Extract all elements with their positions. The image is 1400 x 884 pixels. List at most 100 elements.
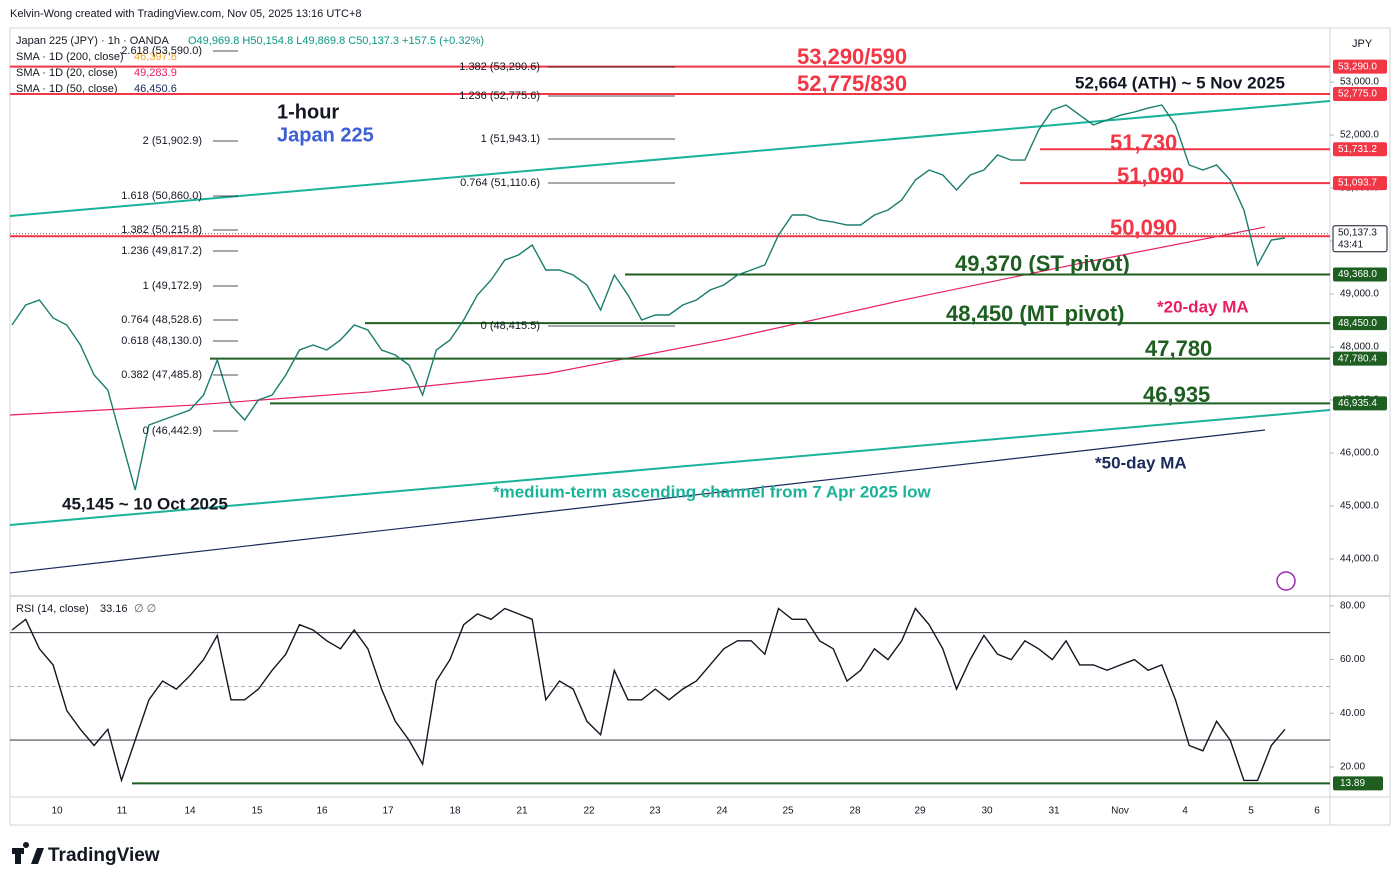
rsi-low-box bbox=[1333, 776, 1383, 791]
annotation: 1-hour bbox=[277, 101, 339, 123]
y-tick-label: 52,000.0 bbox=[1340, 130, 1379, 141]
y-tick-label: 49,000.0 bbox=[1340, 289, 1379, 300]
level-box bbox=[1333, 59, 1387, 74]
indicator-label: SMA · 1D (200, close) bbox=[16, 51, 124, 63]
x-tick-label: Nov bbox=[1111, 806, 1129, 817]
annotation: 52,775/830 bbox=[797, 71, 907, 96]
level-box bbox=[1333, 86, 1387, 101]
y-tick-label: 46,000.0 bbox=[1340, 448, 1379, 459]
level-box bbox=[1333, 267, 1387, 282]
alert-icon[interactable] bbox=[1276, 571, 1296, 591]
fib-label: 1.236 (49,817.2) bbox=[121, 245, 202, 257]
fib-label: 2.618 (53,590.0) bbox=[121, 45, 202, 57]
x-tick-label: 5 bbox=[1248, 806, 1254, 817]
current-price-label: 50,137.3 bbox=[1338, 227, 1377, 238]
x-tick-label: 30 bbox=[981, 806, 993, 817]
level-label: 49,368.0 bbox=[1338, 269, 1377, 280]
fib-label: 1.382 (53,290.6) bbox=[459, 61, 540, 73]
level-box bbox=[1333, 142, 1387, 157]
annotation: 47,780 bbox=[1145, 336, 1212, 361]
y-tick-label: 45,000.0 bbox=[1340, 501, 1379, 512]
indicator-value: 46,450.6 bbox=[134, 83, 177, 95]
y-tick-label: 20.00 bbox=[1340, 762, 1365, 773]
annotation: Japan 225 bbox=[277, 124, 374, 146]
annotation: 46,935 bbox=[1143, 382, 1210, 407]
fib-label: 1.236 (52,775.6) bbox=[459, 90, 540, 102]
fib-label: 1.382 (50,215.8) bbox=[121, 224, 202, 236]
fib-label: 0.382 (47,485.8) bbox=[121, 369, 202, 381]
annotation: 45,145 ~ 10 Oct 2025 bbox=[62, 494, 228, 513]
y-tick-label: 53,000.0 bbox=[1340, 77, 1379, 88]
indicator-label: SMA · 1D (50, close) bbox=[16, 83, 117, 95]
brand: TradingView bbox=[48, 845, 160, 866]
y-tick-label: 80.00 bbox=[1340, 600, 1365, 611]
level-box bbox=[1333, 351, 1387, 366]
x-tick-label: 6 bbox=[1314, 806, 1320, 817]
frame bbox=[9, 27, 1391, 826]
annotation: 51,730 bbox=[1110, 130, 1177, 155]
y-tick-label: 60.00 bbox=[1340, 654, 1365, 665]
fib-label: 0.764 (48,528.6) bbox=[121, 314, 202, 326]
annotation: *medium-term ascending channel from 7 Ap… bbox=[493, 482, 931, 501]
fib-label: 1 (51,943.1) bbox=[481, 133, 540, 145]
current-price-box bbox=[1332, 225, 1388, 253]
x-tick-label: 18 bbox=[449, 806, 461, 817]
brand-logo bbox=[12, 842, 44, 864]
annotation: 48,450 (MT pivot) bbox=[946, 301, 1124, 326]
credit: Kelvin-Wong created with TradingView.com… bbox=[10, 8, 361, 20]
level-label: 48,450.0 bbox=[1338, 318, 1377, 329]
y-tick-label: 40.00 bbox=[1340, 708, 1365, 719]
annotation: 51,090 bbox=[1117, 163, 1184, 188]
x-tick-label: 10 bbox=[51, 806, 63, 817]
fib-label: 1 (49,172.9) bbox=[143, 280, 202, 292]
level-label: 51,093.7 bbox=[1338, 178, 1377, 189]
x-tick-label: 24 bbox=[716, 806, 728, 817]
rsi-last: 33.16 bbox=[100, 603, 128, 615]
fib-label: 0.764 (51,110.6) bbox=[460, 177, 540, 189]
rsi-title: RSI (14, close) bbox=[16, 603, 89, 615]
rsi-low-label: 13.89 bbox=[1340, 778, 1365, 789]
fib-label: 1.618 (50,860.0) bbox=[121, 190, 202, 202]
y-tick-label: 48,000.0 bbox=[1340, 342, 1379, 353]
x-tick-label: 21 bbox=[516, 806, 528, 817]
x-tick-label: 22 bbox=[583, 806, 595, 817]
indicator-value: 46,397.8 bbox=[134, 51, 177, 63]
x-tick-label: 4 bbox=[1182, 806, 1188, 817]
x-tick-label: 11 bbox=[117, 806, 128, 817]
level-label: 46,935.4 bbox=[1338, 398, 1377, 409]
symbol-title: Japan 225 (JPY) · 1h · OANDA bbox=[16, 35, 170, 47]
x-tick-label: 25 bbox=[782, 806, 794, 817]
rsi-flags: ∅ ∅ bbox=[134, 603, 156, 615]
fib-label: 0.618 (48,130.0) bbox=[121, 335, 202, 347]
indicator-label: SMA · 1D (20, close) bbox=[16, 67, 117, 79]
level-label: 53,290.0 bbox=[1338, 61, 1377, 72]
ohlc: O49,969.8 H50,154.8 L49,869.8 C50,137.3 … bbox=[188, 35, 484, 47]
level-box bbox=[1333, 396, 1387, 411]
indicator-value: 49,283.9 bbox=[134, 67, 177, 79]
x-tick-label: 14 bbox=[184, 806, 196, 817]
x-tick-label: 16 bbox=[316, 806, 328, 817]
overlay-line bbox=[10, 429, 1266, 574]
annotation: *20-day MA bbox=[1157, 297, 1249, 316]
y-tick-label: 44,000.0 bbox=[1340, 554, 1379, 565]
series-line bbox=[11, 104, 1286, 491]
price-pane bbox=[10, 65, 1330, 574]
fib-label: 0 (46,442.9) bbox=[143, 425, 202, 437]
level-label: 52,775.0 bbox=[1338, 89, 1377, 100]
countdown: 43:41 bbox=[1338, 239, 1363, 250]
level-label: 51,731.2 bbox=[1338, 144, 1377, 155]
fib-label: 2 (51,902.9) bbox=[143, 135, 202, 147]
fib-label: 0 (48,415.5) bbox=[481, 320, 540, 332]
level-label: 47,780.4 bbox=[1338, 353, 1377, 364]
currency: JPY bbox=[1352, 38, 1373, 50]
overlay-line bbox=[10, 100, 1330, 218]
rsi-pane bbox=[10, 607, 1330, 785]
series-line bbox=[11, 607, 1286, 783]
x-tick-label: 17 bbox=[382, 806, 394, 817]
x-tick-label: 23 bbox=[649, 806, 661, 817]
annotation: 52,664 (ATH) ~ 5 Nov 2025 bbox=[1075, 73, 1285, 92]
annotation: 53,290/590 bbox=[797, 44, 907, 69]
annotation: 50,090 bbox=[1110, 215, 1177, 240]
x-tick-label: 31 bbox=[1048, 806, 1060, 817]
